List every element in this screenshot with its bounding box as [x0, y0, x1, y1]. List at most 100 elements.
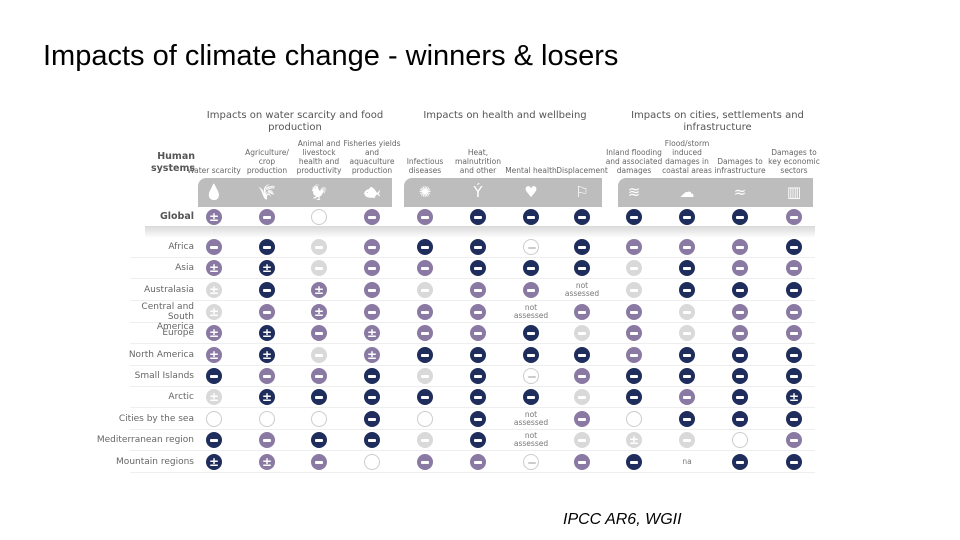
impact-empty-icon	[259, 411, 275, 427]
impact-minus-icon	[417, 368, 433, 384]
impact-minus-icon	[679, 325, 695, 341]
minus-mark	[528, 247, 536, 249]
row-header-human-systems: Human systems	[150, 151, 195, 174]
minus-mark	[263, 374, 271, 378]
minus-mark	[683, 266, 691, 270]
impact-minus-icon	[679, 239, 695, 255]
row-divider	[130, 322, 815, 323]
impact-minus-icon	[626, 239, 642, 255]
impact-minus-icon	[732, 411, 748, 427]
minus-mark	[683, 417, 691, 421]
impact-minus-icon	[626, 454, 642, 470]
impact-empty-icon	[311, 209, 327, 225]
impact-minus-icon	[523, 389, 539, 405]
impact-plus-minus-icon: ±	[259, 325, 275, 341]
impact-minus-icon	[364, 239, 380, 255]
minus-mark	[790, 245, 798, 249]
minus-mark	[474, 266, 482, 270]
impact-minus-icon	[732, 325, 748, 341]
impact-minus-icon	[574, 325, 590, 341]
impact-minus-icon	[259, 209, 275, 225]
impact-plus-minus-icon: ±	[206, 347, 222, 363]
impact-minus-icon	[311, 368, 327, 384]
row-label-mountain-regions: Mountain regions	[116, 457, 194, 467]
row-divider	[130, 472, 815, 473]
impact-minus-icon	[523, 239, 539, 255]
cell-note: not assessed	[564, 281, 600, 298]
impact-minus-icon	[311, 432, 327, 448]
impact-minus-icon	[679, 347, 695, 363]
minus-mark	[421, 266, 429, 270]
chicken-icon: 🐓	[309, 183, 329, 201]
minus-mark	[790, 288, 798, 292]
minus-mark	[790, 417, 798, 421]
row-label-global: Global	[159, 211, 194, 222]
minus-mark	[263, 310, 271, 314]
impact-minus-icon	[259, 432, 275, 448]
minus-mark	[683, 374, 691, 378]
impact-plus-minus-icon: ±	[206, 304, 222, 320]
impact-minus-icon	[626, 368, 642, 384]
impact-minus-icon	[470, 282, 486, 298]
minus-mark	[315, 266, 323, 270]
minus-mark	[578, 310, 586, 314]
impact-plus-minus-icon: ±	[206, 325, 222, 341]
minus-mark	[630, 266, 638, 270]
row-label-asia: Asia	[175, 263, 194, 273]
minus-mark	[474, 417, 482, 421]
minus-mark	[736, 245, 744, 249]
minus-mark	[474, 395, 482, 399]
impact-minus-icon	[259, 239, 275, 255]
impact-minus-icon	[364, 209, 380, 225]
minus-mark	[578, 266, 586, 270]
minus-mark	[790, 353, 798, 357]
flood-icon: ≋	[627, 183, 641, 201]
minus-mark	[527, 288, 535, 292]
minus-mark	[263, 245, 271, 249]
impact-minus-icon	[206, 368, 222, 384]
minus-mark	[421, 395, 429, 399]
impact-minus-icon	[259, 282, 275, 298]
fish-icon: 🐟	[362, 183, 382, 201]
minus-mark	[683, 310, 691, 314]
row-label-cities-by-the-sea: Cities by the sea	[118, 414, 194, 424]
row-divider	[130, 343, 815, 344]
minus-mark	[474, 245, 482, 249]
global-separator	[145, 226, 815, 238]
column-header-displacement: Displacement	[556, 166, 608, 175]
impact-empty-icon	[206, 411, 222, 427]
minus-mark	[421, 245, 429, 249]
minus-mark	[474, 353, 482, 357]
impact-plus-minus-icon: ±	[206, 260, 222, 276]
minus-mark	[736, 331, 744, 335]
column-header-fisheries-yields-and-aquaculture-production: Fisheries yields and aquaculture product…	[343, 139, 401, 175]
impact-minus-icon	[679, 368, 695, 384]
impact-minus-icon	[626, 260, 642, 276]
minus-mark	[421, 353, 429, 357]
impact-minus-icon	[786, 239, 802, 255]
impact-minus-icon	[786, 347, 802, 363]
water-drop-icon: 💧	[204, 183, 224, 201]
column-header-water-scarcity: Water scarcity	[187, 166, 241, 175]
minus-mark	[368, 215, 376, 219]
impact-plus-minus-icon: ±	[206, 209, 222, 225]
impact-minus-icon	[417, 325, 433, 341]
impact-minus-icon	[732, 239, 748, 255]
row-label-australasia: Australasia	[143, 285, 194, 295]
impact-minus-icon	[417, 432, 433, 448]
slide-title: Impacts of climate change - winners & lo…	[43, 40, 619, 72]
impact-minus-icon	[574, 411, 590, 427]
minus-mark	[210, 374, 218, 378]
impact-minus-icon	[574, 260, 590, 276]
impact-minus-icon	[523, 260, 539, 276]
impact-minus-icon	[417, 260, 433, 276]
minus-mark	[736, 266, 744, 270]
minus-mark	[790, 438, 798, 442]
impact-minus-icon	[470, 304, 486, 320]
minus-mark	[578, 417, 586, 421]
impact-plus-minus-icon: ±	[786, 389, 802, 405]
minus-mark	[368, 288, 376, 292]
impact-minus-icon	[206, 239, 222, 255]
row-divider	[130, 407, 815, 408]
minus-mark	[683, 353, 691, 357]
